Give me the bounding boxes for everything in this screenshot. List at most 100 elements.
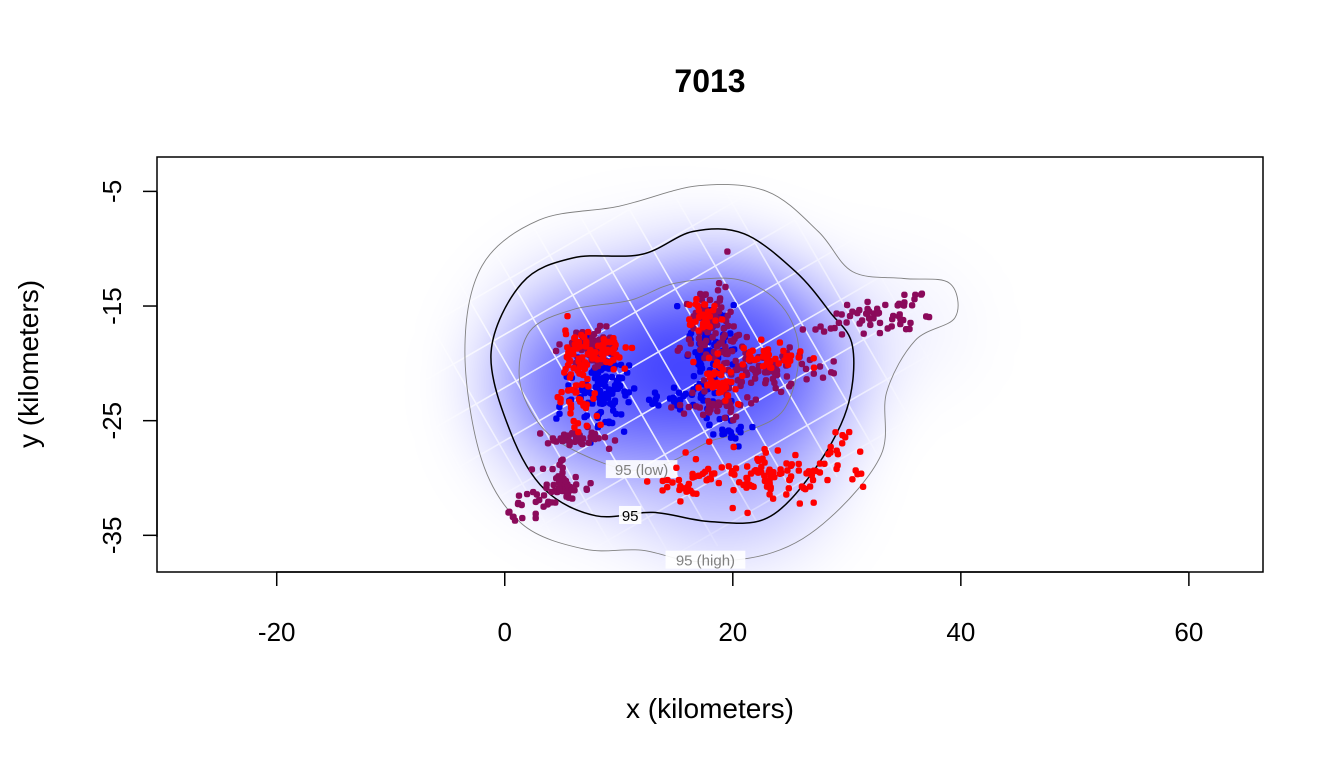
data-point bbox=[777, 388, 785, 396]
data-point bbox=[598, 376, 605, 383]
data-point bbox=[727, 408, 734, 416]
data-point bbox=[688, 321, 695, 328]
data-point bbox=[576, 343, 584, 350]
data-point bbox=[761, 446, 768, 453]
data-point bbox=[585, 439, 592, 446]
data-point bbox=[695, 313, 703, 321]
data-point bbox=[860, 330, 867, 337]
data-point bbox=[752, 369, 759, 377]
data-point bbox=[724, 350, 731, 358]
data-point bbox=[671, 396, 678, 404]
data-point bbox=[554, 394, 561, 401]
data-point bbox=[690, 490, 697, 497]
data-point bbox=[882, 301, 889, 309]
x-axis-title: x (kilometers) bbox=[626, 693, 794, 724]
data-point bbox=[803, 376, 810, 383]
contour-95-high-label: 95 (high) bbox=[676, 553, 735, 570]
data-point bbox=[761, 459, 768, 466]
data-point bbox=[831, 324, 838, 332]
grid-line-v bbox=[382, 242, 599, 572]
data-point bbox=[772, 355, 779, 363]
data-point bbox=[727, 429, 734, 436]
grid-line-v bbox=[422, 219, 639, 572]
data-point bbox=[743, 480, 750, 488]
data-point bbox=[703, 337, 710, 344]
data-point bbox=[769, 375, 777, 383]
data-point bbox=[584, 328, 592, 336]
x-tick-label: 60 bbox=[1174, 617, 1203, 647]
data-point bbox=[565, 387, 572, 394]
grid-line-h bbox=[510, 399, 1036, 572]
x-tick-label: 40 bbox=[946, 617, 975, 647]
grid-line-h bbox=[349, 157, 875, 425]
data-point bbox=[675, 476, 683, 484]
contour-95-low-label-bg bbox=[605, 460, 678, 479]
data-point bbox=[732, 386, 739, 393]
data-point bbox=[834, 451, 842, 458]
data-point bbox=[716, 416, 723, 423]
data-point bbox=[682, 449, 689, 456]
data-point bbox=[677, 498, 684, 505]
data-point bbox=[771, 370, 779, 377]
contour-95-high-label-bg bbox=[665, 550, 746, 569]
data-point bbox=[812, 326, 819, 333]
grid-line-v bbox=[541, 157, 759, 524]
data-point bbox=[616, 354, 623, 361]
data-point bbox=[735, 426, 742, 434]
data-point bbox=[571, 341, 578, 348]
data-point bbox=[743, 474, 750, 482]
data-point bbox=[728, 378, 735, 386]
data-point bbox=[611, 437, 619, 444]
data-point bbox=[588, 341, 596, 348]
data-point bbox=[832, 429, 839, 436]
data-point bbox=[701, 322, 709, 330]
data-point bbox=[721, 414, 729, 422]
data-point bbox=[820, 328, 828, 335]
data-point bbox=[724, 248, 731, 255]
data-point bbox=[573, 389, 580, 396]
data-point bbox=[544, 440, 552, 447]
data-point bbox=[797, 348, 804, 355]
data-point bbox=[821, 460, 828, 467]
data-point bbox=[530, 488, 537, 496]
data-point bbox=[566, 374, 574, 381]
data-point bbox=[709, 334, 716, 341]
data-point bbox=[591, 430, 598, 438]
data-point bbox=[876, 319, 884, 327]
data-point bbox=[655, 402, 662, 409]
data-point bbox=[810, 467, 817, 474]
data-point bbox=[787, 352, 795, 359]
data-point bbox=[523, 490, 531, 498]
data-point bbox=[558, 389, 565, 396]
data-point bbox=[615, 374, 623, 381]
data-point bbox=[518, 501, 525, 509]
grid-line-v bbox=[701, 157, 918, 432]
grid-line-h bbox=[303, 157, 829, 345]
data-point bbox=[744, 463, 751, 470]
data-point bbox=[579, 371, 587, 379]
data-point bbox=[716, 370, 723, 377]
data-point bbox=[888, 323, 895, 330]
data-point bbox=[722, 283, 729, 291]
y-tick-label: -35 bbox=[97, 517, 127, 555]
contour-95-label-bg bbox=[618, 505, 642, 524]
data-point bbox=[864, 298, 871, 306]
data-point bbox=[908, 302, 916, 309]
data-point bbox=[564, 313, 571, 320]
data-point bbox=[581, 359, 589, 366]
data-point bbox=[568, 430, 576, 437]
data-point bbox=[744, 394, 751, 401]
y-tick-label: -25 bbox=[97, 402, 127, 440]
data-point bbox=[575, 355, 582, 362]
data-point bbox=[775, 360, 782, 367]
data-point bbox=[817, 323, 824, 330]
data-point bbox=[704, 476, 711, 484]
data-point bbox=[701, 468, 709, 475]
data-point bbox=[830, 370, 837, 377]
data-point bbox=[699, 411, 707, 418]
data-point bbox=[579, 381, 586, 388]
data-point bbox=[795, 467, 802, 474]
data-point bbox=[604, 346, 611, 354]
data-point bbox=[744, 509, 751, 517]
data-point bbox=[596, 322, 604, 330]
